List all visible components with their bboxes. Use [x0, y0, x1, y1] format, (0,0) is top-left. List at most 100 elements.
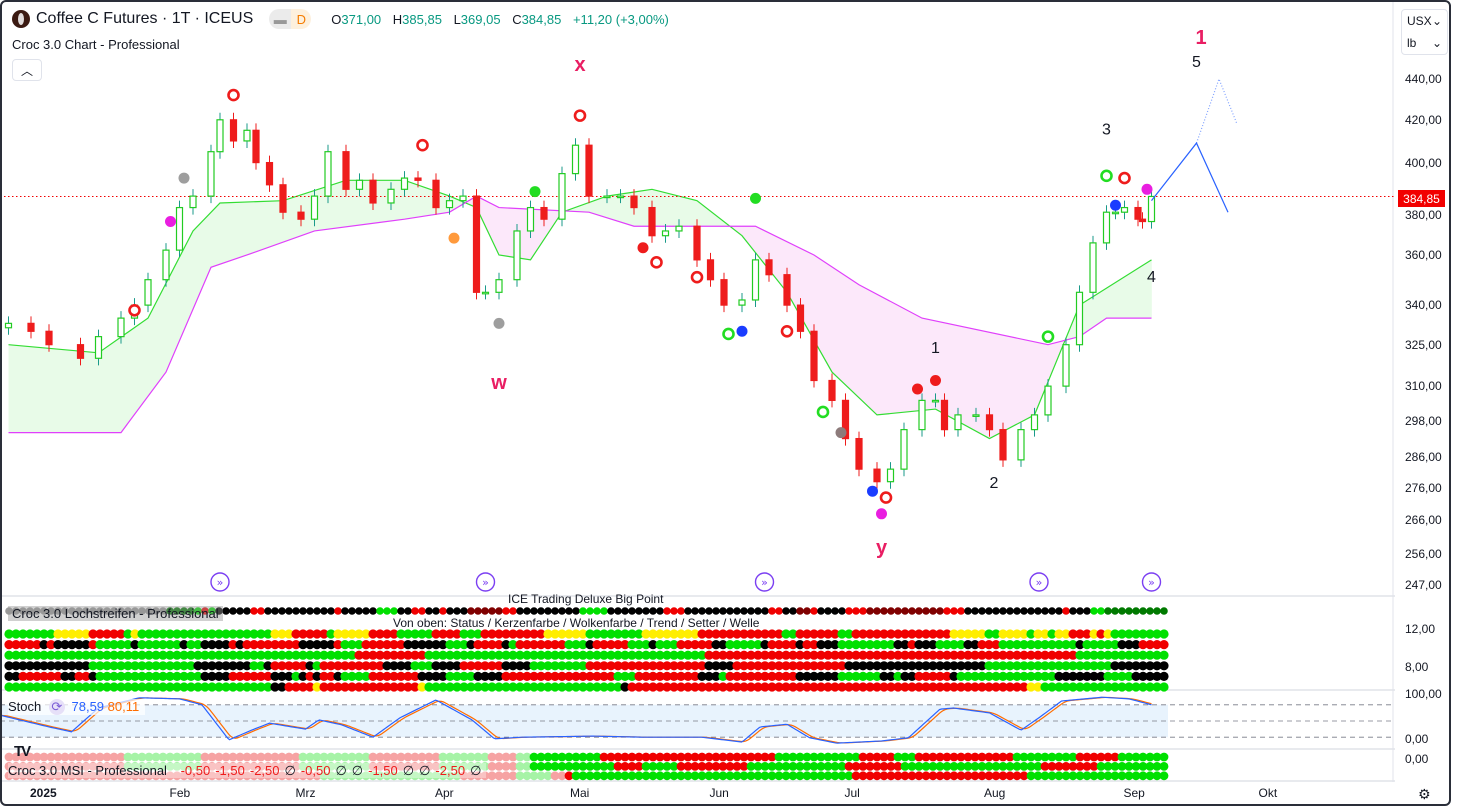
msi-dot [837, 771, 847, 781]
msi-dot [515, 771, 525, 781]
msi-dot [67, 762, 77, 771]
indicator-label[interactable]: Croc 3.0 Chart - Professional [12, 37, 180, 52]
candle-body [720, 279, 728, 306]
candle [369, 173, 377, 211]
event-marker-icon[interactable]: » [210, 572, 230, 592]
currency-dropdown[interactable]: USX ⌄ [1402, 10, 1447, 32]
loch-dot [228, 629, 238, 639]
cloud-fill [605, 195, 609, 219]
collapse-button[interactable]: ︿ [12, 59, 42, 81]
loch-dot [1089, 671, 1099, 682]
cloud-fill [896, 304, 900, 413]
loch-dot [998, 682, 1008, 692]
loch-dot [445, 682, 455, 692]
candle [954, 407, 962, 437]
unit-dropdown[interactable]: lb ⌄ [1402, 32, 1447, 54]
cloud-fill [959, 325, 963, 424]
loch-dot [1054, 650, 1064, 660]
loch-dot [298, 682, 308, 692]
status-badge[interactable]: ▬ D [269, 9, 312, 29]
msi-dot [340, 771, 350, 781]
loch-dot [956, 650, 966, 660]
msi-dot [956, 762, 966, 771]
loch-dot [431, 682, 441, 692]
cloud-fill [131, 327, 135, 419]
loch-dot [1159, 629, 1169, 639]
symbol-header: Coffee C Futures · 1T · ICEUS ▬ D O371,00… [12, 9, 677, 29]
msi-dot [620, 752, 630, 762]
status-dot [663, 607, 671, 615]
event-marker-icon[interactable]: » [1141, 572, 1162, 592]
loch-dot [508, 640, 518, 650]
loch-dot [326, 682, 336, 692]
msi-dot [1061, 762, 1071, 771]
loch-dot [1082, 671, 1092, 682]
candle [603, 189, 611, 204]
loch-dot [67, 661, 77, 671]
loch-dot [1096, 661, 1106, 671]
loch-dot [942, 650, 952, 660]
event-marker-icon[interactable]: » [1029, 572, 1049, 592]
loch-dot [872, 650, 882, 660]
loch-dot [844, 661, 854, 671]
msi-legend[interactable]: Croc 3.0 MSI - Professional -0,50 -1,50 -2… [8, 763, 487, 778]
loch-dot [158, 629, 168, 639]
loch-dot [998, 671, 1008, 682]
candle [175, 200, 184, 258]
loch-dot [837, 640, 847, 650]
loch-dot [536, 629, 546, 639]
loch-dot [1061, 640, 1071, 650]
loch-dot [53, 629, 63, 639]
status-dot [803, 607, 811, 615]
event-circle [1141, 572, 1162, 592]
loch-dot [515, 682, 525, 692]
msi-value: -1,50 [215, 763, 245, 778]
loch-dot [60, 640, 70, 650]
loch-dot [74, 682, 84, 692]
loch-dot [18, 682, 28, 692]
cloud-fill [1007, 336, 1011, 430]
tradingview-logo[interactable]: TV [14, 743, 31, 760]
candle-body [1044, 385, 1052, 416]
loch-dot [662, 682, 672, 692]
cloud-fill [29, 346, 33, 433]
loch-dot [326, 640, 336, 650]
loch-dot [326, 661, 336, 671]
msi-dot [788, 752, 798, 762]
msi-dot [1089, 752, 1099, 762]
msi-dot [536, 752, 546, 762]
msi-dot [977, 762, 987, 771]
unit-selector[interactable]: USX ⌄ lb ⌄ [1401, 9, 1448, 55]
loch-dot [4, 640, 14, 650]
candle-body [796, 304, 805, 332]
event-marker-icon[interactable]: » [475, 572, 496, 592]
status-dot [159, 607, 167, 615]
refresh-icon[interactable]: ⟳ [48, 699, 65, 715]
msi-dot [1054, 752, 1064, 762]
event-marker-icon[interactable]: » [754, 572, 775, 592]
signal-dot-marker [165, 216, 176, 228]
loch-dot [1082, 640, 1092, 650]
stoch-legend[interactable]: Stoch ⟳ 78,59 80,11 [8, 699, 146, 715]
event-glyph: » [482, 576, 489, 589]
candle-body [481, 291, 490, 295]
signal-dot-marker [867, 485, 878, 497]
symbol-title[interactable]: Coffee C Futures · 1T · ICEUS [36, 10, 254, 27]
loch-dot [11, 640, 21, 650]
cloud-fill [962, 326, 966, 426]
cloud-fill [965, 327, 969, 427]
cloud-fill [26, 346, 30, 433]
msi-dot [760, 752, 770, 762]
candle-body [900, 429, 908, 470]
candle [414, 171, 422, 188]
cloud-fill [65, 349, 69, 433]
candle-body [310, 195, 319, 220]
loch-dot [46, 661, 56, 671]
loch-dot [942, 671, 952, 682]
loch-title[interactable]: Croc 3.0 Lochstreifen - Professional [8, 606, 223, 621]
msi-dot [900, 771, 910, 781]
gear-icon[interactable]: ⚙ [1418, 786, 1431, 802]
loch-dot [473, 640, 483, 650]
loch-dot [200, 661, 210, 671]
